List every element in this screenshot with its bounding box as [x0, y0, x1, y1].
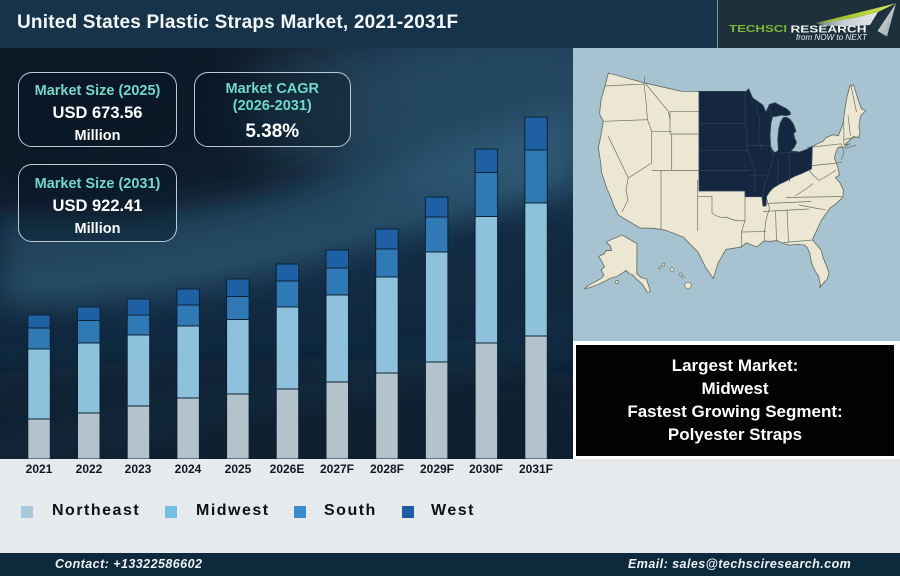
svg-text:RESEARCH: RESEARCH	[791, 24, 867, 36]
svg-text:from NOW to NEXT: from NOW to NEXT	[796, 33, 868, 42]
svg-text:TECHSCI: TECHSCI	[729, 23, 787, 35]
